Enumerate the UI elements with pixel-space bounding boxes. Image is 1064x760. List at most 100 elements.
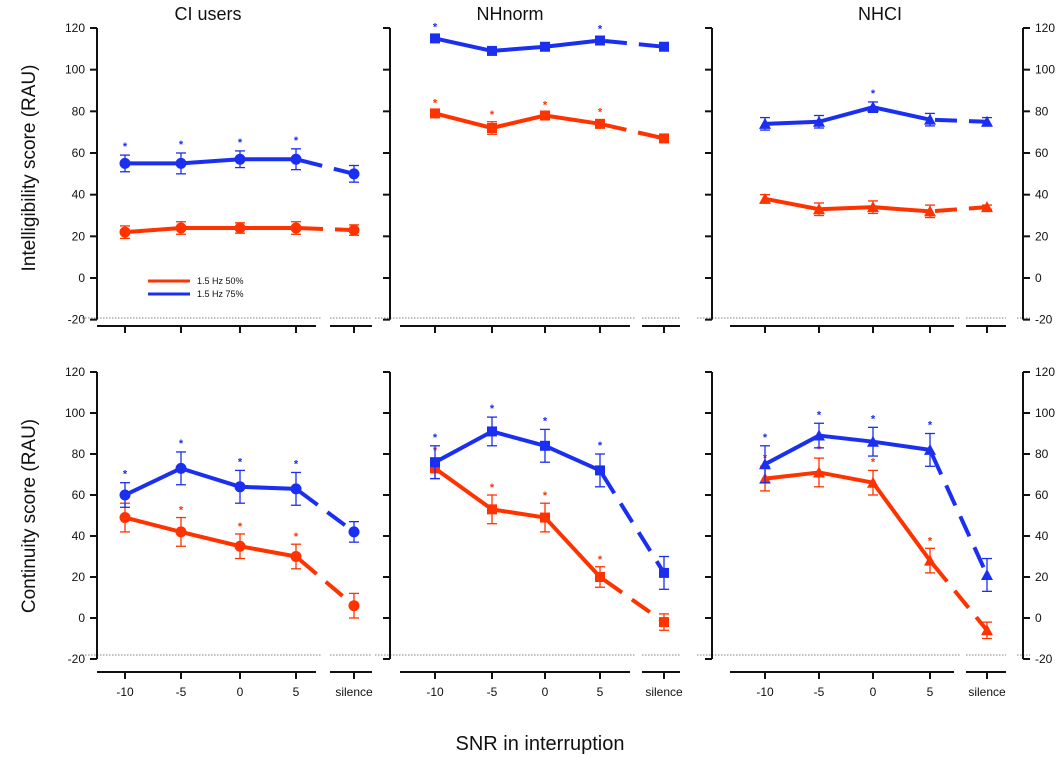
series-line-dashed (598, 469, 666, 574)
data-point (119, 512, 131, 524)
data-point (119, 489, 131, 501)
y-tick-label: 80 (72, 104, 86, 118)
data-point (659, 617, 669, 628)
data-point (659, 133, 669, 144)
x-tick-label: -10 (756, 685, 774, 699)
series-line-dashed (928, 449, 989, 576)
y-axis-label-continuity: Continuity score (RAU) (19, 419, 40, 613)
data-point (540, 440, 550, 451)
data-point (759, 192, 771, 204)
series-50: **** (119, 489, 360, 619)
y-tick-label: 120 (65, 365, 85, 379)
data-point (290, 222, 302, 234)
data-point (290, 153, 302, 165)
series-line (125, 157, 296, 166)
data-point (487, 45, 497, 56)
series-line-dashed (928, 559, 989, 632)
data-point (348, 168, 360, 180)
y-tick-label: 40 (72, 188, 86, 202)
data-point (659, 41, 669, 52)
x-tick-label: silence (968, 685, 1006, 699)
series-line-dashed (929, 117, 988, 124)
series-line-dashed (295, 157, 355, 176)
y-tick-label: -20 (68, 652, 86, 666)
y-tick-label: 80 (72, 447, 86, 461)
data-point (234, 153, 246, 165)
data-point (234, 540, 246, 552)
y-tick-label: 0 (78, 271, 85, 285)
significance-marker: * (294, 135, 299, 147)
significance-marker: * (490, 482, 495, 494)
series-line-dashed (294, 554, 356, 608)
data-point (290, 551, 302, 562)
significance-marker: * (598, 440, 603, 452)
panel-title: CI users (174, 4, 241, 24)
data-point (981, 624, 993, 636)
series-50: **** (430, 97, 669, 144)
significance-marker: * (179, 505, 184, 517)
y-tick-label: 80 (1035, 447, 1049, 461)
data-point (234, 481, 246, 493)
data-point (290, 483, 302, 495)
series-75: * * * * (119, 135, 360, 183)
significance-marker: * (433, 97, 438, 109)
significance-marker: * (179, 139, 184, 151)
y-tick-label: 120 (1035, 21, 1055, 35)
significance-marker: * (123, 469, 128, 481)
x-tick-label: silence (335, 685, 373, 699)
data-point (924, 113, 936, 125)
y-tick-label: 80 (1035, 104, 1049, 118)
data-point (119, 157, 131, 169)
data-point (348, 224, 360, 236)
significance-marker: * (763, 432, 768, 444)
series-50: **** (430, 445, 669, 631)
significance-marker: * (294, 531, 299, 543)
data-point (759, 458, 771, 470)
y-tick-label: -20 (1035, 313, 1053, 327)
y-tick-label: 60 (72, 488, 86, 502)
y-tick-label: 100 (1035, 406, 1055, 420)
x-tick-label: -10 (116, 685, 134, 699)
significance-marker: * (598, 554, 603, 566)
y-tick-label: 60 (72, 146, 86, 160)
significance-marker: * (928, 535, 933, 547)
significance-marker: * (543, 99, 548, 111)
significance-marker: * (598, 23, 603, 35)
y-tick-label: 120 (1035, 365, 1055, 379)
y-tick-label: 20 (72, 570, 86, 584)
data-point (234, 222, 246, 234)
panel-title: NHnorm (476, 4, 543, 24)
x-tick-label: 5 (293, 685, 300, 699)
legend-entry: 1.5 Hz 50% (197, 276, 244, 286)
legend-entry: 1.5 Hz 75% (197, 289, 244, 299)
data-point (595, 465, 605, 476)
data-point (540, 41, 550, 52)
y-tick-label: 20 (72, 229, 86, 243)
significance-marker: * (294, 458, 299, 470)
panel-ci-users-intelligibility: -20 0 20 40 60 80 100 120 CI users * * * * 1.5 Hz 50%… (65, 4, 372, 333)
series-line (764, 470, 932, 562)
data-point (487, 504, 497, 515)
data-point (813, 203, 825, 215)
significance-marker: * (490, 403, 495, 415)
data-point (175, 462, 187, 474)
x-axis-label: SNR in interruption (456, 733, 625, 755)
data-point (813, 466, 825, 478)
significance-marker: * (433, 432, 438, 444)
data-point (487, 123, 497, 133)
data-point (595, 35, 605, 46)
series-line-dashed (599, 38, 665, 49)
y-tick-label: 60 (1035, 488, 1049, 502)
y-tick-label: 40 (1035, 529, 1049, 543)
data-point (348, 526, 360, 538)
series-50 (119, 221, 360, 240)
data-point (981, 115, 993, 127)
significance-marker: * (179, 438, 184, 450)
data-point (175, 526, 187, 538)
data-point (867, 201, 879, 213)
y-tick-label: 100 (1035, 63, 1055, 77)
x-tick-label: 5 (927, 685, 934, 699)
